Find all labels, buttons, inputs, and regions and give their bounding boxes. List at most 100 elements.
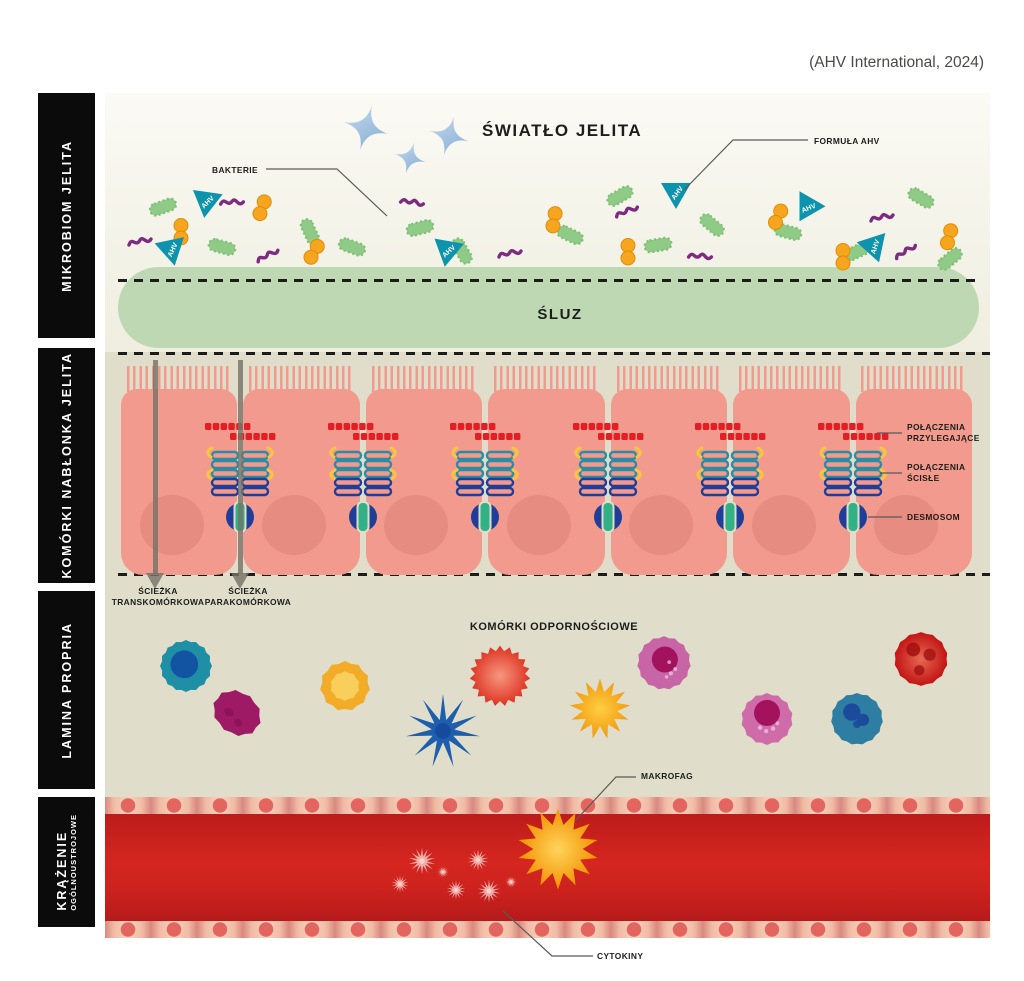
cell-nucleus (506, 495, 571, 555)
vessel-wall-top (105, 797, 990, 814)
epithelial-cell (121, 366, 238, 575)
sparkle-icon (390, 138, 429, 177)
cell-nucleus (384, 495, 449, 555)
adherens-junction-label: POŁĄCZENIA PRZYLEGAJĄCE (907, 422, 980, 444)
junction-complex-icon (568, 422, 648, 534)
immune-cells-title: KOMÓRKI ODPORNOŚCIOWE (469, 621, 639, 633)
red-cell-icon (882, 620, 960, 698)
cell-nucleus (262, 495, 327, 555)
sidebar-section-mikrobiom: MIKROBIOM JELITA (38, 93, 95, 338)
epithelial-cell (243, 366, 360, 575)
microvilli (738, 366, 844, 392)
sidebar-sublabel-krazenie: OGÓLNOUSTROJOWE (69, 813, 78, 911)
cytokines-label: CYTOKINY (597, 951, 644, 961)
green-bacterium-icon (771, 220, 804, 243)
mucus-top-dashed-line (118, 279, 980, 282)
epithelial-cell (488, 366, 605, 575)
microvilli (371, 366, 477, 392)
magenta-blob-icon (198, 674, 276, 752)
transcellular-arrow-head (146, 573, 164, 589)
sidebar-section-krazenie: KRĄŻENIE OGÓLNOUSTROJOWE (38, 797, 95, 927)
purple-bacterium-icon (397, 191, 427, 215)
vessel-wall-bottom (105, 921, 990, 938)
green-bacterium-icon (553, 221, 587, 248)
cytokine-icon (408, 847, 436, 875)
yellow-cell-icon (306, 647, 384, 725)
epithelial-cell (610, 366, 728, 575)
red-spiky-icon (461, 637, 539, 715)
ahv-formula-triangle-icon: AHV (152, 235, 191, 271)
pink-cell-b-icon (728, 680, 806, 758)
green-bacterium-icon (933, 243, 966, 275)
macrophage-label: MAKROFAG (641, 771, 694, 781)
transcellular-arrow (153, 360, 158, 574)
ahv-formula-triangle-icon: AHV (784, 189, 828, 232)
lumen-title: ŚWIATŁO JELITA (482, 121, 643, 140)
microvilli (494, 366, 599, 392)
svg-text:AHV: AHV (870, 239, 882, 256)
microvilli (126, 366, 232, 392)
orange-bacteria-pair-icon (764, 200, 793, 234)
cytokine-icon (477, 879, 501, 903)
orange-bacteria-pair-icon (299, 235, 329, 269)
purple-bacterium-icon (685, 246, 714, 268)
junction-complex-icon (813, 422, 893, 534)
ahv-formula-triangle-icon: AHV (854, 230, 896, 269)
orange-star-icon (561, 670, 639, 748)
sidebar-label-lamina: LAMINA PROPRIA (59, 621, 74, 759)
cell-nucleus (751, 495, 816, 555)
purple-bacterium-icon (869, 210, 895, 226)
epithelial-cell (855, 366, 972, 575)
dendritic-blue-icon (404, 692, 482, 770)
ahv-formula-triangle-icon: AHV (428, 236, 467, 271)
attribution-text: (AHV International, 2024) (809, 54, 984, 71)
epithelium-top-dashed-line (118, 352, 990, 355)
purple-bacterium-icon (253, 245, 282, 267)
teal-lymphocyte-icon (147, 627, 225, 705)
cell-body (733, 389, 850, 575)
cell-nucleus (629, 495, 694, 555)
cell-nucleus (874, 495, 939, 555)
microvilli (616, 366, 722, 392)
purple-bacterium-icon (613, 202, 641, 222)
bacteria-label: BAKTERIE (212, 165, 259, 175)
epithelial-cell (733, 366, 850, 575)
cytokine-icon (446, 880, 466, 900)
ahv-formula-triangle-icon: AHV (187, 188, 225, 222)
cytokine-icon (505, 876, 517, 888)
green-bacterium-icon (603, 182, 637, 211)
cell-body (488, 389, 605, 575)
formula-ahv-label: FORMUŁA AHV (814, 136, 880, 146)
cell-body (365, 389, 483, 575)
microvilli (249, 366, 354, 392)
green-bacterium-icon (695, 209, 728, 241)
green-bacterium-icon (205, 235, 238, 258)
pink-cell-a-icon (625, 624, 703, 702)
orange-bacteria-pair-icon (619, 238, 637, 267)
microvilli (861, 366, 967, 392)
desmosome-label: DESMOSOM (907, 512, 960, 522)
green-bacterium-icon (904, 184, 938, 213)
cell-nucleus (139, 495, 204, 555)
paracellular-pathway-label: ŚCIEŻKA PARAKOMÓRKOWA (204, 586, 292, 608)
paracellular-arrow (238, 360, 243, 574)
cell-body (855, 389, 972, 575)
cytokine-icon (467, 849, 489, 871)
tight-junction-label: POŁĄCZENIA ŚCISŁE (907, 462, 966, 484)
green-bacterium-icon (335, 234, 369, 259)
cell-body (121, 389, 238, 575)
green-bacterium-icon (146, 194, 180, 219)
blue-cell-icon (818, 680, 896, 758)
cell-body (243, 389, 360, 575)
junction-complex-icon (445, 422, 525, 534)
cell-body (610, 389, 728, 575)
green-bacterium-icon (403, 216, 436, 239)
sidebar-label-krazenie: KRĄŻENIE (55, 830, 69, 911)
orange-bacteria-pair-icon (937, 221, 962, 254)
sidebar-section-lamina: LAMINA PROPRIA (38, 591, 95, 789)
junction-complex-icon (323, 422, 403, 534)
junction-complex-icon (690, 422, 770, 534)
sidebar-label-nablonek: KOMÓRKI NABŁONKA JELITA (59, 352, 74, 579)
purple-bacterium-icon (218, 193, 246, 213)
